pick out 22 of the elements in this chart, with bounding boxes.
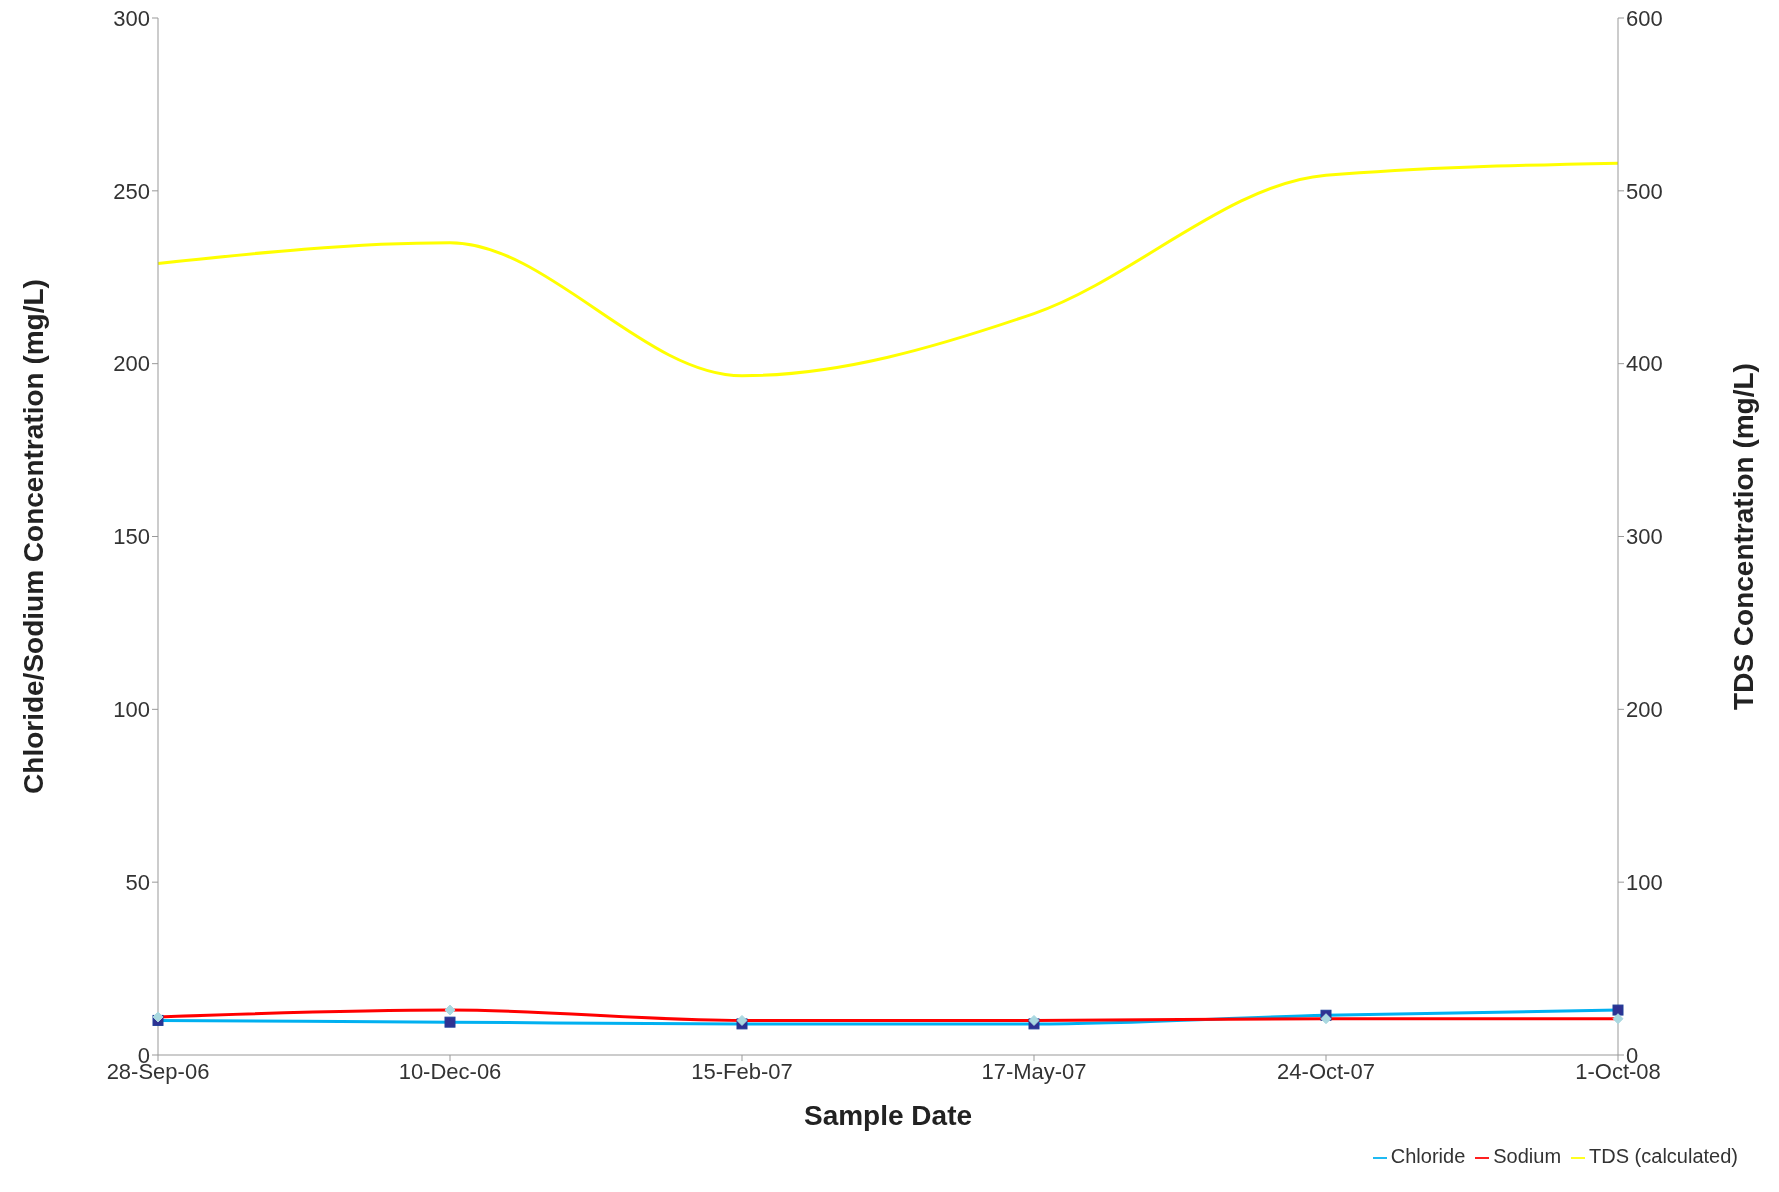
- legend-label: Sodium: [1493, 1145, 1562, 1167]
- y-tick-label: 300: [113, 5, 150, 31]
- y-tick-label: 200: [113, 351, 150, 377]
- x-tick-label: 10-Dec-06: [398, 1058, 502, 1084]
- y-tick-label: 250: [113, 178, 150, 204]
- x-tick-label: 15-Feb-07: [691, 1058, 793, 1084]
- legend-label: TDS (calculated): [1589, 1145, 1738, 1167]
- y2-axis-title: TDS Concentration (mg/L): [1727, 363, 1759, 710]
- x-tick-label: 24-Oct-07: [1277, 1058, 1375, 1084]
- y2-tick-label: 500: [1626, 178, 1663, 204]
- y2-tick-label: 600: [1626, 5, 1663, 31]
- y-tick-label: 50: [125, 869, 150, 895]
- y2-tick-label: 200: [1626, 697, 1663, 723]
- y-tick-label: 150: [113, 524, 150, 550]
- x-tick-label: 17-May-07: [981, 1058, 1087, 1084]
- y2-tick-label: 300: [1626, 524, 1663, 550]
- x-axis-title: Sample Date: [803, 1100, 973, 1131]
- y2-tick-label: 100: [1626, 869, 1663, 895]
- legend-label: Chloride: [1390, 1145, 1466, 1167]
- y-axis-title: Chloride/Sodium Concentration (mg/L): [17, 279, 49, 794]
- y2-tick-label: 400: [1626, 351, 1663, 377]
- y-tick-label: 100: [113, 697, 150, 723]
